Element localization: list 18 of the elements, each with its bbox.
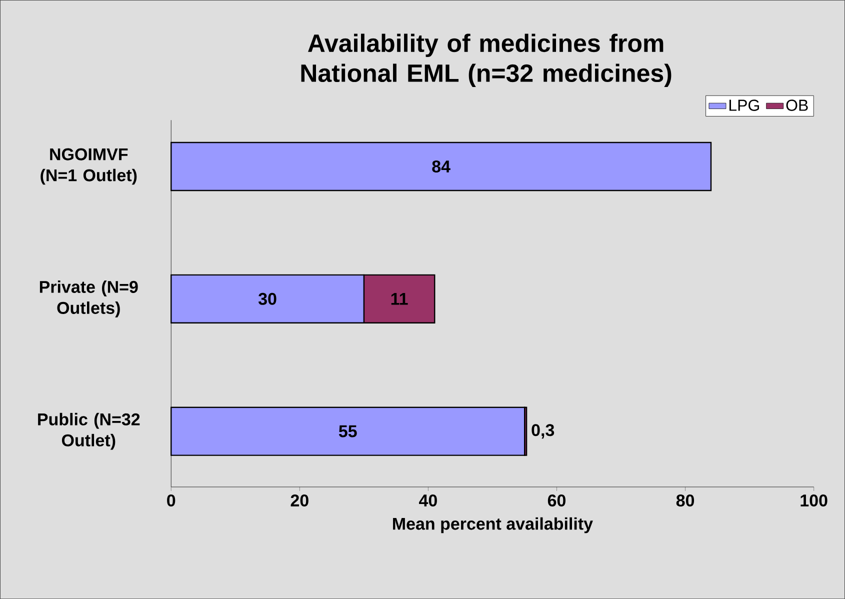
x-tick-label: 100 <box>800 494 828 506</box>
x-tick-label: 20 <box>290 494 308 506</box>
data-label: 84 <box>432 160 450 172</box>
x-axis-title: Mean percent availability <box>393 517 593 534</box>
data-label: 11 <box>391 293 408 305</box>
data-label: 55 <box>338 425 357 438</box>
y-tick-label: Private (N=9 Outlets) <box>40 280 138 318</box>
x-tick-label: 40 <box>419 494 437 506</box>
x-tick-label: 0 <box>167 494 176 506</box>
y-tick-label: Public (N=32 Outlet) <box>38 412 140 450</box>
data-label: 30 <box>258 292 276 305</box>
legend-label: LPG <box>729 100 759 111</box>
y-tick-label: NGOIMVF (N=1 Outlet) <box>40 148 137 185</box>
data-label: 0,3 <box>532 424 554 439</box>
legend-label: OB <box>786 100 808 111</box>
x-tick-label: 60 <box>548 494 566 506</box>
chart-title: Availability of medicines from National EML (n=32 medicines) <box>301 34 672 87</box>
x-tick-label: 80 <box>676 494 694 506</box>
